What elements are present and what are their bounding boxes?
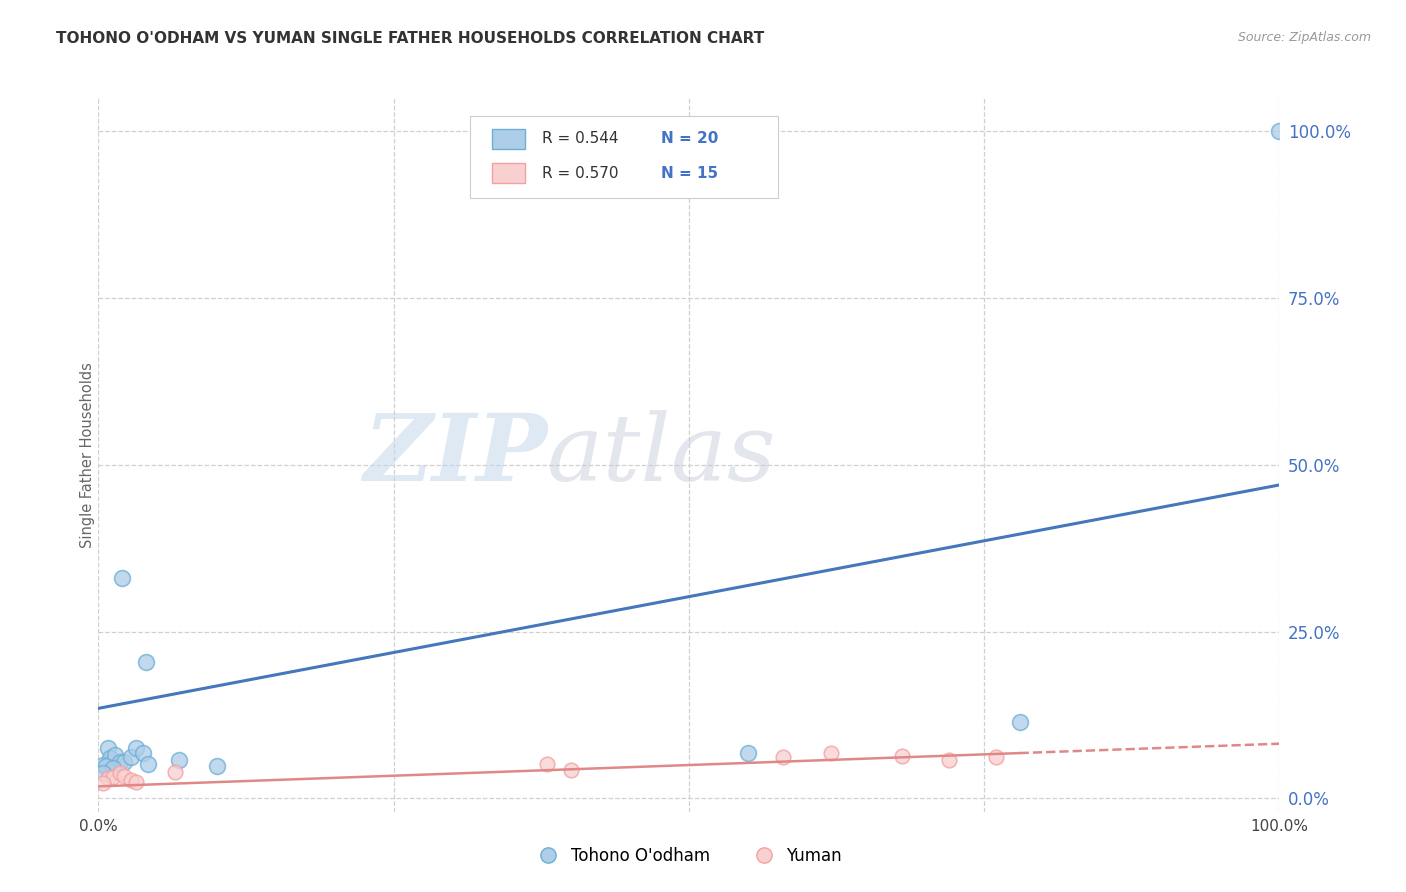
Point — [984, 750, 1007, 764]
Point — [205, 759, 228, 773]
Text: atlas: atlas — [547, 410, 776, 500]
Point — [938, 753, 960, 767]
Legend: Tohono O'odham, Yuman: Tohono O'odham, Yuman — [529, 840, 849, 871]
Point — [167, 753, 190, 767]
Text: R = 0.544: R = 0.544 — [543, 131, 619, 146]
Point — [560, 764, 582, 778]
Point — [108, 755, 131, 769]
Text: Source: ZipAtlas.com: Source: ZipAtlas.com — [1237, 31, 1371, 45]
Point — [820, 746, 842, 760]
Point — [125, 741, 148, 756]
Point — [121, 750, 143, 764]
Point — [737, 746, 759, 760]
Point — [108, 766, 131, 780]
Point — [135, 655, 157, 669]
Text: N = 15: N = 15 — [661, 166, 717, 180]
Point — [91, 776, 114, 790]
Point — [536, 756, 558, 771]
FancyBboxPatch shape — [492, 163, 524, 183]
Point — [772, 750, 794, 764]
Point — [1268, 124, 1291, 138]
Point — [97, 741, 120, 756]
Point — [97, 772, 120, 786]
Point — [121, 772, 143, 787]
Y-axis label: Single Father Households: Single Father Households — [80, 362, 94, 548]
FancyBboxPatch shape — [471, 116, 778, 198]
FancyBboxPatch shape — [492, 128, 524, 149]
Text: R = 0.570: R = 0.570 — [543, 166, 619, 180]
Point — [165, 764, 187, 779]
Point — [101, 770, 124, 784]
Point — [890, 749, 912, 764]
Point — [1008, 714, 1031, 729]
Point — [125, 775, 148, 789]
Text: TOHONO O'ODHAM VS YUMAN SINGLE FATHER HOUSEHOLDS CORRELATION CHART: TOHONO O'ODHAM VS YUMAN SINGLE FATHER HO… — [56, 31, 765, 46]
Text: N = 20: N = 20 — [661, 131, 718, 146]
Text: ZIP: ZIP — [363, 410, 547, 500]
Point — [91, 766, 114, 780]
Point — [112, 769, 135, 783]
Point — [136, 756, 159, 771]
Point — [101, 761, 124, 775]
Point — [111, 571, 134, 585]
Point — [94, 759, 117, 773]
Point — [104, 747, 127, 762]
Point — [98, 751, 121, 765]
Point — [112, 755, 135, 769]
Point — [91, 758, 114, 772]
Point — [132, 746, 155, 760]
